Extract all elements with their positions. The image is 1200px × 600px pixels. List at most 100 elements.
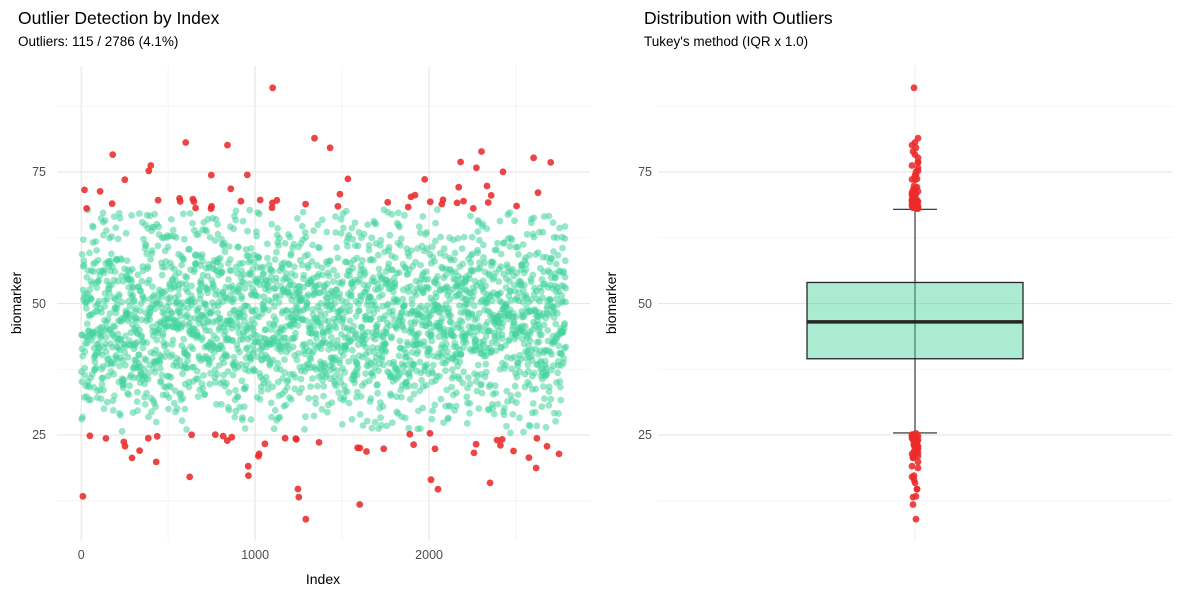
data-point (415, 329, 423, 337)
data-point (401, 326, 409, 334)
data-point (323, 370, 330, 378)
data-point (510, 281, 518, 289)
outlier-point (469, 205, 477, 212)
data-point (189, 219, 196, 227)
outlier-point (311, 134, 318, 142)
data-point (352, 329, 360, 337)
data-point (440, 245, 448, 253)
data-point (278, 265, 286, 272)
data-point (469, 293, 477, 300)
data-point (522, 266, 530, 273)
data-point (208, 308, 215, 316)
data-point (546, 269, 553, 276)
data-point (374, 251, 382, 259)
data-point (561, 273, 569, 281)
data-point (283, 307, 290, 314)
data-point (552, 417, 559, 425)
data-point (374, 320, 381, 328)
data-point (87, 295, 95, 303)
data-point (140, 365, 148, 373)
outlier-point (81, 186, 88, 194)
data-point (165, 394, 173, 401)
outlier-point (912, 168, 920, 176)
outlier-point (228, 433, 236, 441)
data-point (199, 257, 207, 265)
data-point (243, 361, 250, 369)
data-point (513, 399, 520, 406)
data-point (276, 234, 283, 242)
data-point (480, 254, 487, 261)
data-point (213, 371, 221, 378)
data-point (291, 385, 299, 393)
data-point (159, 330, 167, 338)
data-point (271, 285, 279, 292)
data-point (269, 383, 277, 391)
data-point (531, 408, 539, 416)
data-point (428, 331, 435, 339)
data-point (121, 349, 129, 356)
data-point (99, 374, 107, 382)
data-point (114, 277, 122, 285)
data-point (268, 220, 276, 228)
outlier-points (79, 84, 563, 523)
data-point (420, 338, 428, 345)
data-point (407, 283, 415, 290)
outlier-point (302, 200, 309, 208)
data-point (310, 323, 318, 331)
outlier-point (532, 464, 540, 472)
data-point (241, 312, 248, 320)
data-point (521, 323, 529, 330)
outlier-point (363, 448, 370, 455)
data-point (479, 220, 487, 228)
data-point (225, 276, 232, 283)
data-point (146, 316, 154, 324)
data-point (95, 297, 103, 305)
data-point (559, 244, 566, 252)
data-point (342, 207, 350, 215)
data-point (138, 277, 146, 285)
data-point (378, 353, 386, 361)
data-point (345, 358, 353, 365)
data-point (104, 316, 112, 323)
data-point (339, 278, 346, 286)
data-point (134, 388, 141, 396)
data-point (158, 271, 166, 279)
data-point (165, 405, 172, 413)
data-point (206, 327, 214, 335)
data-point (347, 291, 355, 299)
outlier-point (121, 442, 129, 450)
outlier-point (102, 435, 110, 442)
data-point (401, 301, 408, 309)
outlier-point (315, 439, 323, 446)
data-point (255, 253, 263, 261)
data-point (313, 261, 321, 269)
data-point (466, 400, 474, 407)
outlier-point (145, 167, 153, 175)
data-point (141, 380, 149, 388)
outlier-point (910, 182, 918, 190)
data-point (95, 277, 102, 285)
outlier-point (182, 139, 190, 146)
data-point (417, 425, 424, 432)
data-point (182, 280, 190, 288)
data-point (411, 382, 419, 390)
data-point (307, 383, 314, 390)
data-point (405, 252, 413, 260)
data-point (191, 298, 199, 306)
data-point (180, 256, 188, 263)
data-point (423, 361, 430, 368)
data-point (469, 323, 477, 331)
data-point (363, 417, 371, 425)
data-point (162, 287, 169, 295)
data-point (505, 277, 513, 285)
data-point (357, 393, 365, 400)
data-point (314, 221, 322, 229)
data-point (543, 370, 551, 378)
data-point (151, 368, 159, 376)
data-point (169, 226, 177, 234)
data-point (534, 249, 542, 256)
data-point (541, 357, 549, 365)
data-point (539, 294, 547, 301)
data-point (134, 407, 141, 415)
data-point (180, 335, 188, 343)
